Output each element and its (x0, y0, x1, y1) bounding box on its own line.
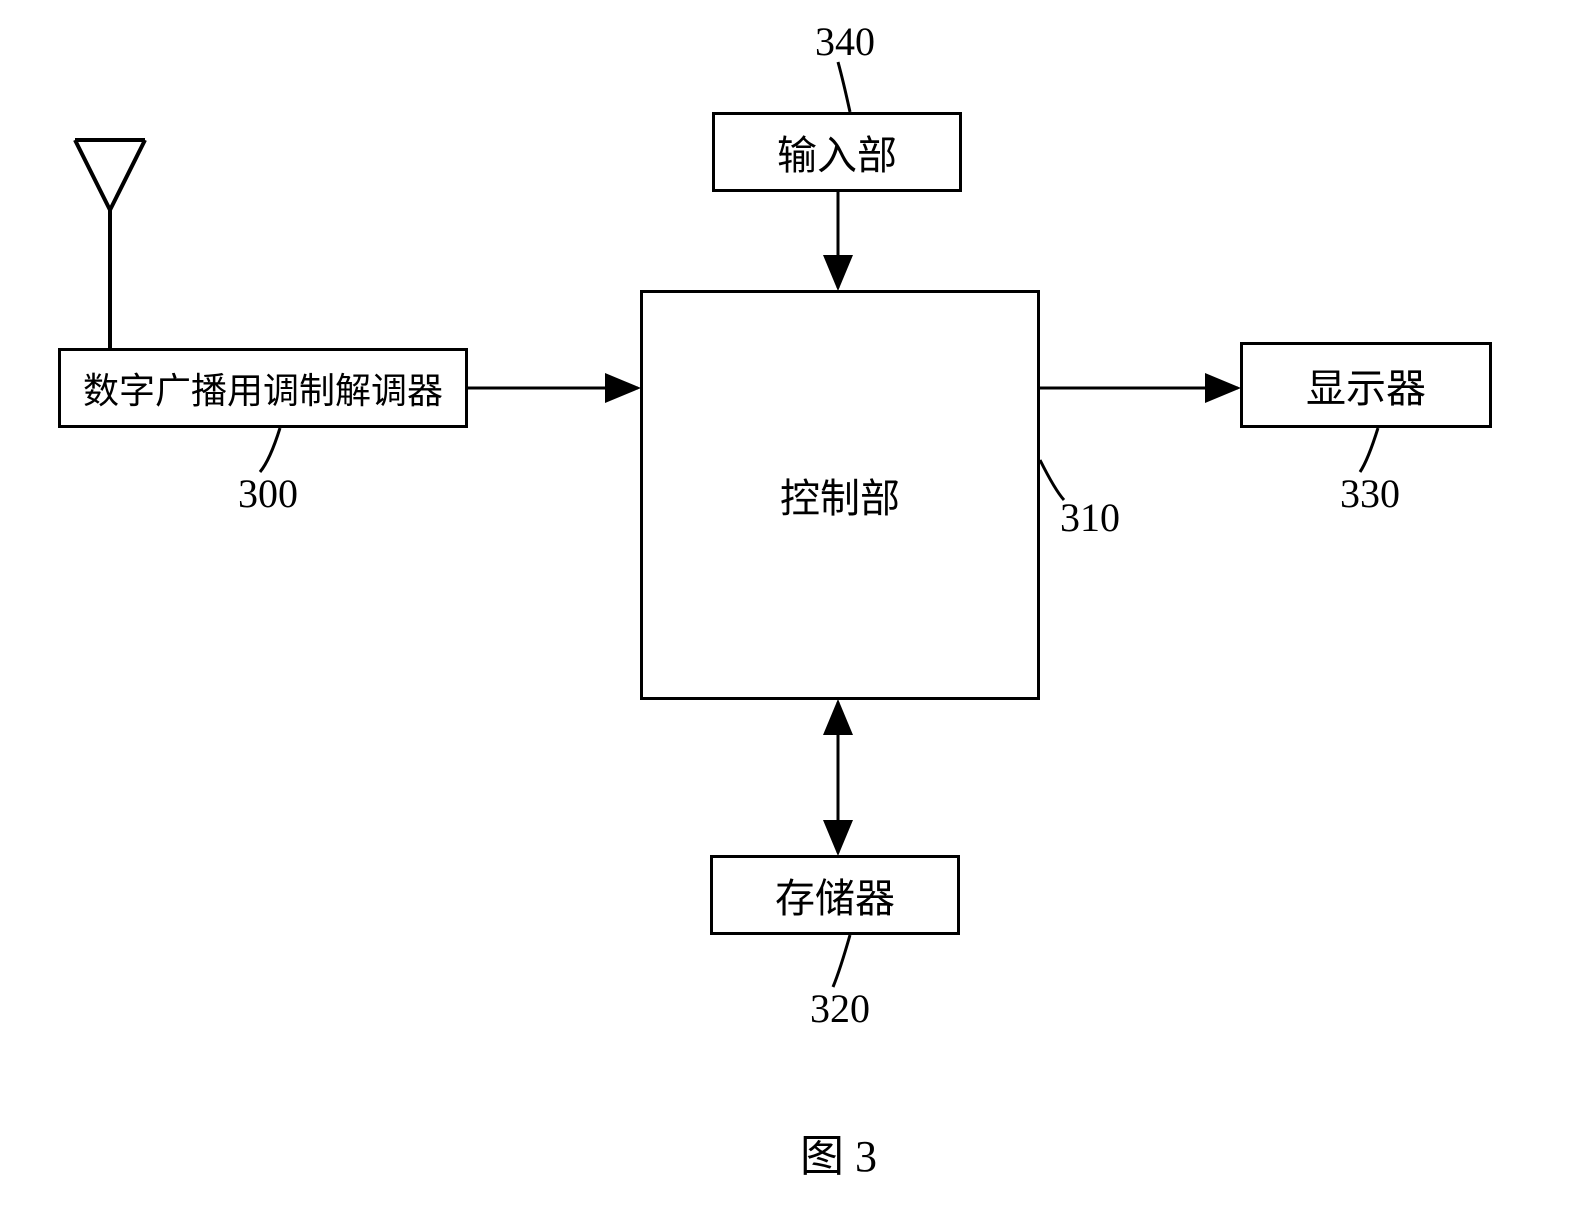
lead-display (1360, 428, 1378, 472)
input-ref-label: 340 (815, 18, 875, 65)
input-label: 输入部 (777, 123, 897, 181)
control-label: 控制部 (780, 466, 900, 524)
lead-modem (260, 428, 280, 472)
lead-input (838, 62, 850, 112)
display-box: 显示器 (1240, 342, 1492, 428)
modem-ref-label: 300 (238, 470, 298, 517)
input-box: 输入部 (712, 112, 962, 192)
memory-label: 存储器 (775, 866, 895, 924)
figure-label: 图 3 (800, 1120, 877, 1184)
display-ref-label: 330 (1340, 470, 1400, 517)
control-ref-label: 310 (1060, 494, 1120, 541)
lead-memory (833, 935, 850, 987)
memory-ref-label: 320 (810, 985, 870, 1032)
control-box: 控制部 (640, 290, 1040, 700)
modem-box: 数字广播用调制解调器 (58, 348, 468, 428)
display-label: 显示器 (1306, 356, 1426, 414)
modem-label: 数字广播用调制解调器 (83, 362, 443, 414)
memory-box: 存储器 (710, 855, 960, 935)
antenna-icon (75, 140, 145, 348)
